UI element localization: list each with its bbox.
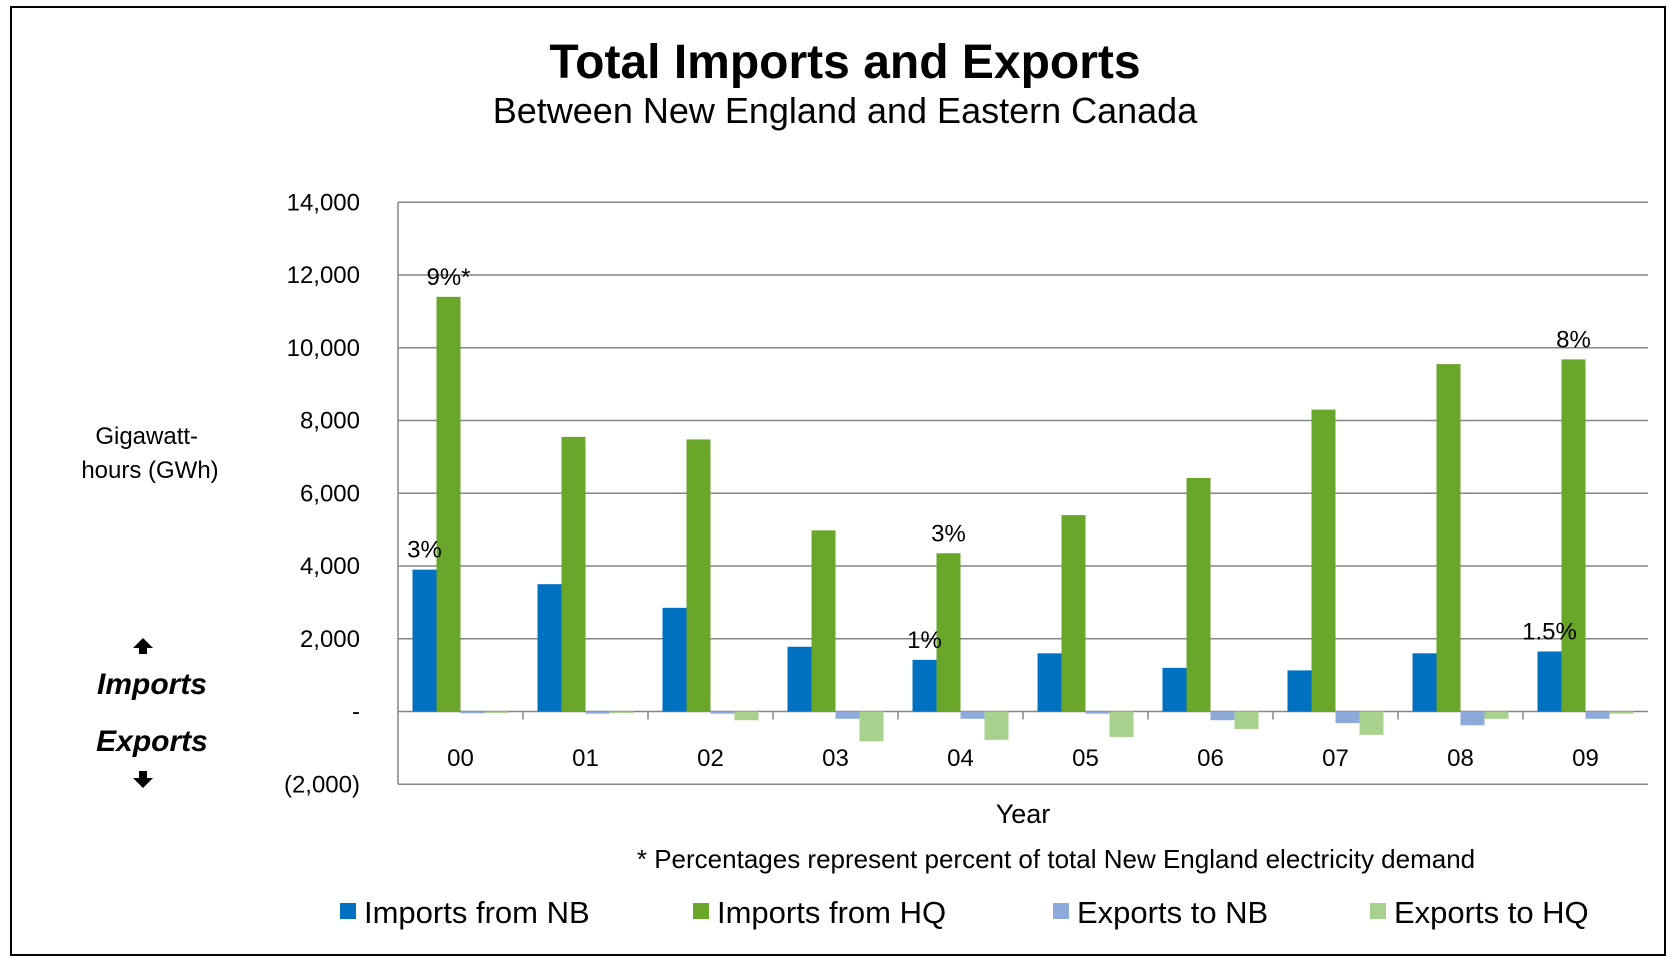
footnote: * Percentages represent percent of total… [637, 844, 1475, 874]
down-arrow-icon [133, 778, 153, 788]
bar [710, 711, 735, 714]
bar [936, 553, 961, 712]
bar [686, 439, 711, 712]
y-tick-label: 6,000 [300, 480, 360, 507]
x-tick-label: 04 [947, 745, 974, 772]
x-tick-label: 06 [1197, 745, 1224, 772]
bar [1061, 515, 1086, 712]
bar [1109, 711, 1134, 737]
bar [1234, 711, 1259, 729]
bar [787, 646, 812, 712]
legend-swatch [693, 903, 709, 919]
x-tick-label: 01 [572, 745, 599, 772]
bar [734, 711, 759, 721]
bars [412, 296, 1634, 742]
x-tick-label: 03 [822, 745, 849, 772]
x-tick-label: 05 [1072, 745, 1099, 772]
bar [1037, 653, 1062, 712]
y-tick-label: 14,000 [287, 189, 360, 216]
up-arrow-icon-shaft [139, 647, 147, 654]
data-annotation: 9%* [426, 264, 470, 291]
bar [537, 584, 562, 712]
bar [811, 530, 836, 712]
y-axis-title: Gigawatt- hours (GWh) [81, 423, 218, 484]
down-arrow-icon-shaft [139, 771, 147, 778]
bar [1359, 711, 1384, 735]
legend-label: Imports from HQ [717, 895, 946, 930]
x-axis-title: Year [996, 799, 1051, 829]
y-tick-label: - [352, 699, 360, 726]
y-tick-label: 2,000 [300, 626, 360, 653]
bar [436, 296, 461, 712]
bar [412, 569, 437, 712]
bar [1335, 711, 1360, 724]
y-axis-title-line-1: Gigawatt- [95, 423, 198, 450]
bar [1436, 364, 1461, 712]
data-annotation: 3% [931, 520, 966, 547]
annotations: 3% 9%* 3% 1% 8% 1.5% [407, 264, 1591, 654]
y-axis-title-line-2: hours (GWh) [81, 457, 218, 484]
imports-label: Imports [97, 668, 207, 701]
bar [1484, 711, 1509, 719]
y-tick-labels: 14,000 12,000 10,000 8,000 6,000 4,000 2,000 - (… [284, 189, 360, 798]
bar [1412, 653, 1437, 712]
data-annotation: 1.5% [1522, 618, 1577, 645]
bar [984, 711, 1009, 740]
bar [960, 711, 985, 719]
x-tick-label: 00 [447, 745, 474, 772]
bar [1311, 409, 1336, 712]
bar [835, 711, 860, 719]
legend-swatch [1370, 903, 1386, 919]
bar [1162, 667, 1187, 712]
exports-label: Exports [96, 725, 208, 758]
x-tick-label: 07 [1322, 745, 1349, 772]
y-tick-label: 4,000 [300, 553, 360, 580]
legend: Imports from NB Imports from HQ Exports to… [340, 895, 1589, 930]
bar [484, 711, 509, 713]
bar [609, 711, 634, 713]
legend-label: Imports from NB [364, 895, 590, 930]
up-arrow-icon [133, 638, 153, 648]
bar [1186, 477, 1211, 712]
bar [1460, 711, 1485, 726]
bar [662, 607, 687, 712]
data-annotation: 1% [907, 627, 942, 654]
y-tick-label: 8,000 [300, 408, 360, 435]
data-annotation: 8% [1556, 326, 1591, 353]
legend-swatch [1053, 903, 1069, 919]
bar [1287, 670, 1312, 712]
legend-label: Exports to HQ [1394, 895, 1589, 930]
chart-subtitle: Between New England and Eastern Canada [493, 90, 1198, 131]
x-tick-labels: 00 01 02 03 04 05 06 07 08 09 [447, 745, 1599, 772]
bar [1210, 711, 1235, 721]
bar [1561, 359, 1586, 712]
chart-frame [10, 6, 1666, 956]
bar [1085, 711, 1110, 714]
bar [912, 659, 937, 712]
y-tick-label: 12,000 [287, 262, 360, 289]
legend-label: Exports to NB [1077, 895, 1268, 930]
chart-title: Total Imports and Exports [549, 36, 1140, 89]
x-tick-label: 02 [697, 745, 724, 772]
bar [585, 711, 610, 714]
bar [859, 711, 884, 742]
bar [1609, 711, 1634, 714]
bar [561, 436, 586, 712]
x-tick-label: 09 [1572, 745, 1599, 772]
y-tick-label: (2,000) [284, 771, 360, 798]
legend-swatch [340, 903, 356, 919]
data-annotation: 3% [407, 537, 442, 564]
bar [1585, 711, 1610, 719]
bar [460, 711, 485, 714]
x-tick-label: 08 [1447, 745, 1474, 772]
bar [1537, 651, 1562, 712]
y-tick-label: 10,000 [287, 335, 360, 362]
